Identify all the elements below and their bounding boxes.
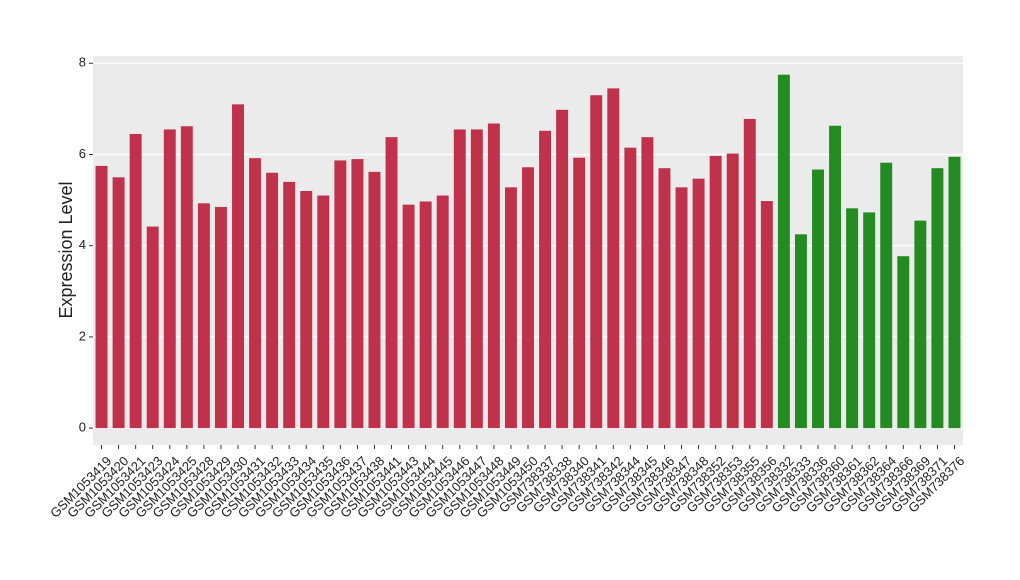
bar xyxy=(829,125,842,429)
y-tick-label: 4 xyxy=(79,237,86,252)
bar xyxy=(232,104,244,429)
bar xyxy=(812,169,824,429)
bar xyxy=(692,178,705,429)
bar xyxy=(743,118,756,429)
bar xyxy=(539,130,552,429)
bar xyxy=(777,74,790,429)
bar xyxy=(846,208,859,429)
bar xyxy=(931,168,944,429)
bar xyxy=(385,137,398,429)
y-axis-title: Expression Level xyxy=(56,181,76,318)
y-tick-label: 2 xyxy=(79,328,86,343)
bar xyxy=(658,168,671,429)
bar xyxy=(470,129,483,429)
bar xyxy=(487,123,500,429)
bar xyxy=(675,187,688,429)
bar xyxy=(163,129,176,429)
bar xyxy=(897,256,910,429)
bar xyxy=(590,95,603,429)
bar xyxy=(641,137,654,429)
bar xyxy=(880,162,893,429)
y-tick-label: 8 xyxy=(79,55,86,70)
bar xyxy=(334,160,347,429)
bar xyxy=(709,155,722,429)
bar xyxy=(522,167,534,429)
bar xyxy=(197,203,210,429)
bar xyxy=(794,234,807,429)
bar xyxy=(419,201,432,429)
bar xyxy=(368,171,381,429)
bar xyxy=(556,109,569,429)
bar xyxy=(351,159,364,429)
bar xyxy=(146,226,159,429)
bar xyxy=(624,147,637,429)
bar xyxy=(504,187,517,429)
bar xyxy=(573,157,586,429)
bar xyxy=(300,190,313,429)
bar xyxy=(760,201,773,429)
bar xyxy=(266,172,279,429)
bar xyxy=(112,177,125,429)
bar xyxy=(436,195,449,429)
bar xyxy=(607,88,620,429)
bar xyxy=(317,195,330,429)
bar xyxy=(180,126,193,429)
y-tick-label: 0 xyxy=(79,420,86,435)
bar xyxy=(402,204,415,429)
bar xyxy=(95,165,108,429)
bar xyxy=(249,158,262,429)
bar xyxy=(863,212,876,429)
bar xyxy=(948,156,961,429)
bar xyxy=(726,153,739,429)
y-tick-label: 6 xyxy=(79,146,86,161)
bar xyxy=(283,181,296,429)
bar xyxy=(453,129,466,429)
bar xyxy=(214,206,227,429)
bar xyxy=(914,220,927,429)
bar xyxy=(129,133,142,429)
